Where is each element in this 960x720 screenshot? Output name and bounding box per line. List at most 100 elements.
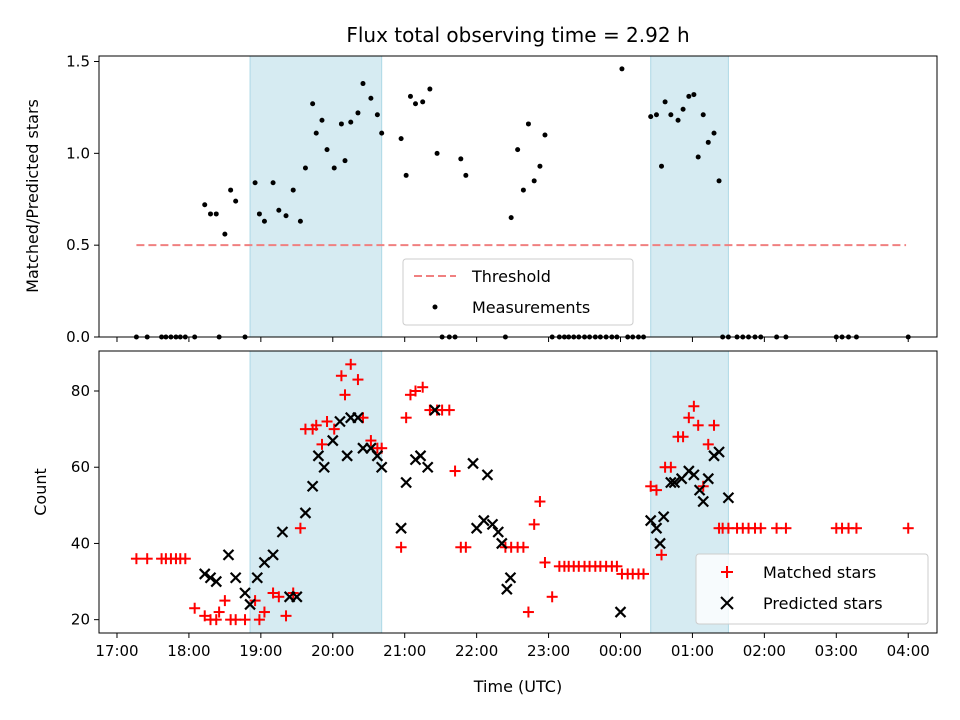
y-tick-label: 0.0 xyxy=(66,328,90,346)
bottom-legend-box xyxy=(695,553,929,625)
matched-star-point xyxy=(189,602,201,614)
measurement-point xyxy=(659,163,665,169)
predicted-star-point xyxy=(654,537,666,550)
predicted-star-point xyxy=(198,568,211,580)
predicted-star-point xyxy=(267,549,279,561)
predicted-star-stroke-b xyxy=(395,522,407,534)
predicted-star-points xyxy=(198,404,735,618)
predicted-star-point xyxy=(400,476,412,489)
measurement-point xyxy=(228,187,234,193)
bottom-panel: 17:00 18:00 19:00 20:00 21:00 22:00 23:00 00:00… xyxy=(31,350,938,696)
matched-star-point xyxy=(460,541,472,553)
predicted-star-stroke-b xyxy=(204,571,217,584)
matched-star-point xyxy=(328,423,340,435)
measurement-point xyxy=(542,132,548,138)
matched-star-point xyxy=(213,606,225,618)
measurement-point xyxy=(374,112,380,118)
measurement-point xyxy=(338,121,344,127)
matched-star-point xyxy=(230,614,242,626)
predicted-star-stroke-b xyxy=(318,461,330,474)
matched-star-point xyxy=(365,435,377,447)
matched-star-point xyxy=(688,400,700,412)
legend-matched-swatch xyxy=(721,566,733,578)
measurement-point xyxy=(515,147,521,153)
predicted-star-point xyxy=(722,491,735,504)
predicted-star-stroke-b xyxy=(501,583,513,595)
predicted-star-stroke-b xyxy=(697,495,710,508)
predicted-star-point xyxy=(429,404,441,416)
predicted-star-stroke-b xyxy=(702,472,715,485)
predicted-star-stroke-b xyxy=(414,450,427,462)
predicted-star-point xyxy=(299,507,312,519)
matched-star-point xyxy=(677,431,689,443)
measurement-point xyxy=(270,180,276,186)
matched-star-point xyxy=(539,557,551,568)
matched-star-point xyxy=(546,591,558,603)
x-tick-label: 19:00 xyxy=(239,642,282,660)
predicted-star-point xyxy=(352,411,364,424)
measurement-point xyxy=(680,106,686,112)
x-tick-label: 23:00 xyxy=(527,642,570,660)
shaded-span-1 xyxy=(249,55,383,338)
matched-star-point xyxy=(771,522,783,534)
measurement-point xyxy=(508,215,514,221)
x-tick-label: 21:00 xyxy=(383,642,426,660)
predicted-star-stroke-b xyxy=(429,404,441,416)
matched-star-point xyxy=(400,412,412,424)
shaded-span-1 xyxy=(249,350,383,634)
predicted-star-point xyxy=(688,469,700,481)
top-x-ticks xyxy=(116,337,909,342)
bottom-x-axis-label: Time (UTC) xyxy=(473,677,562,696)
measurement-point xyxy=(233,198,239,204)
measurement-point xyxy=(711,130,717,136)
matched-star-point xyxy=(611,560,623,572)
measurement-point xyxy=(427,86,433,92)
predicted-star-stroke-b xyxy=(504,571,517,584)
predicted-star-stroke-b xyxy=(665,476,677,489)
matched-star-point xyxy=(339,389,351,401)
matched-star-point xyxy=(780,522,792,534)
bottom-y-ticks: 20 40 60 80 xyxy=(71,382,99,629)
measurement-point xyxy=(537,163,543,169)
predicted-star-point xyxy=(478,514,490,527)
predicted-star-point xyxy=(697,495,710,508)
legend-matched-label: Matched stars xyxy=(763,563,876,582)
measurement-point xyxy=(313,130,319,136)
measurement-point xyxy=(420,99,426,105)
legend-measurements-swatch xyxy=(432,304,438,310)
measurement-point xyxy=(379,130,385,136)
matched-star-point xyxy=(141,553,153,565)
predicted-star-point xyxy=(222,549,235,561)
measurement-point xyxy=(531,178,537,184)
measurement-point xyxy=(324,147,330,153)
measurement-point xyxy=(368,95,374,101)
measurement-point xyxy=(213,211,219,217)
predicted-star-stroke-b xyxy=(244,598,256,611)
predicted-star-point xyxy=(713,446,725,458)
measurement-point xyxy=(412,101,418,107)
predicted-star-stroke-b xyxy=(713,446,725,458)
measurement-point xyxy=(319,117,325,123)
matched-star-point xyxy=(345,358,357,370)
chart-title: Flux total observing time = 2.92 h xyxy=(346,23,689,47)
measurement-point xyxy=(668,112,674,118)
matched-star-point xyxy=(210,614,222,626)
top-y-ticks: 0.0 0.5 1.0 1.5 xyxy=(66,53,99,346)
x-tick-label: 17:00 xyxy=(95,642,138,660)
predicted-star-point xyxy=(614,606,627,618)
matched-star-point xyxy=(280,610,292,622)
predicted-star-point xyxy=(229,571,242,584)
predicted-star-stroke-b xyxy=(650,522,663,534)
predicted-star-stroke-b xyxy=(198,568,211,580)
measurement-point xyxy=(407,93,413,99)
predicted-star-stroke-b xyxy=(722,491,735,504)
measurement-point xyxy=(256,211,262,217)
legend-predicted-label: Predicted stars xyxy=(763,594,883,613)
measurement-point xyxy=(648,114,654,120)
predicted-star-stroke-b xyxy=(668,476,681,489)
measurement-point xyxy=(202,202,208,208)
matched-star-point xyxy=(310,419,322,431)
x-tick-label: 02:00 xyxy=(743,642,786,660)
measurement-point xyxy=(662,99,668,105)
measurement-point xyxy=(207,211,213,217)
